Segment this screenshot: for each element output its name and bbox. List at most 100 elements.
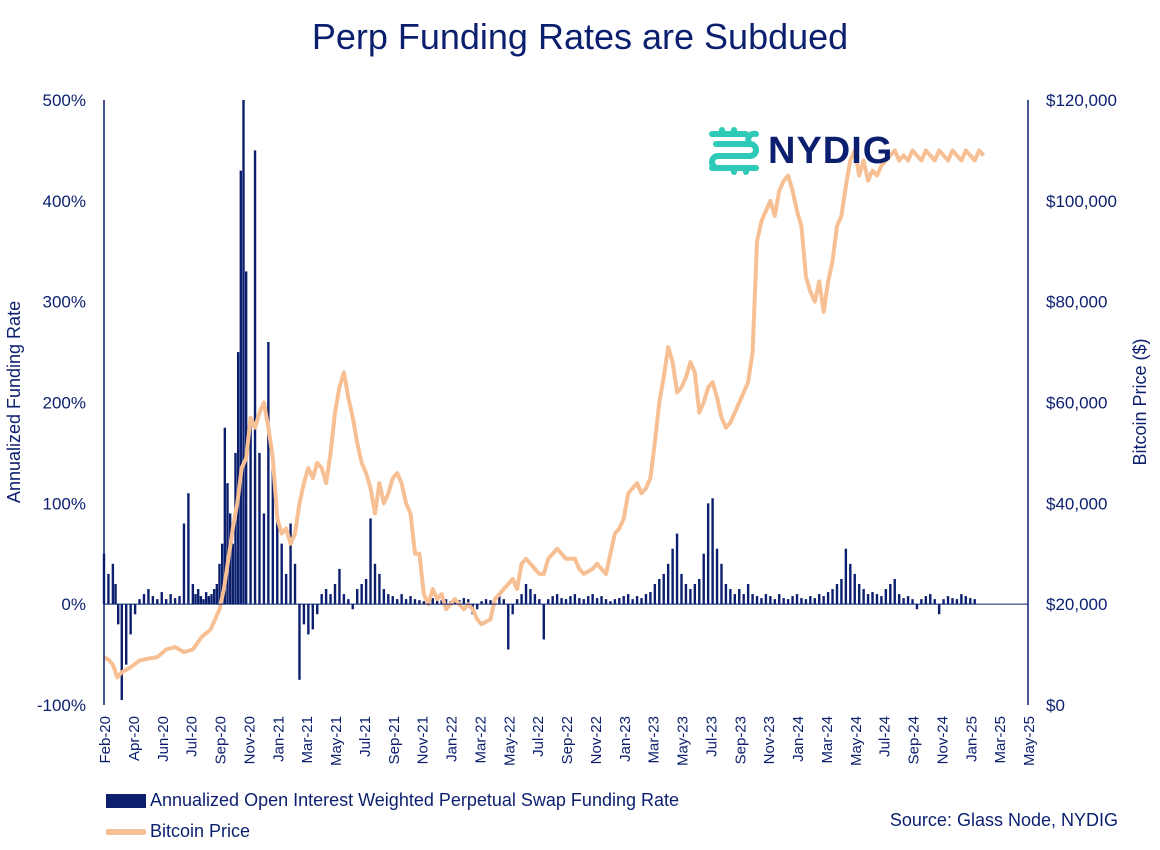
funding-rate-bar	[207, 596, 211, 605]
funding-rate-bar	[138, 599, 141, 605]
funding-rate-bar	[236, 352, 240, 605]
funding-rate-bar	[223, 427, 227, 605]
x-tick-label: Nov-20	[241, 716, 258, 764]
funding-rate-bar	[147, 589, 150, 605]
funding-rate-bar	[404, 599, 408, 605]
funding-rate-bar	[800, 598, 803, 605]
funding-rate-bar	[262, 513, 266, 605]
x-tick-label: Jul-22	[530, 716, 547, 757]
funding-rate-bar	[511, 604, 514, 615]
x-tick-label: Jan-22	[444, 716, 461, 762]
y-right-tick-label: $0	[1046, 696, 1065, 715]
funding-rate-bar	[239, 170, 243, 605]
funding-rate-bar	[210, 594, 213, 605]
funding-rate-bar	[804, 599, 808, 605]
funding-rate-bar	[964, 596, 968, 605]
chart-axes	[103, 100, 1029, 705]
funding-rate-bar	[671, 548, 674, 605]
source-note: Source: Glass Node, NYDIG	[889, 810, 1118, 830]
funding-rate-bar	[196, 589, 200, 605]
funding-rate-bar	[626, 594, 630, 605]
funding-rate-bar	[316, 604, 319, 615]
funding-rate-bar	[378, 573, 381, 605]
funding-rate-bar	[244, 271, 248, 605]
logo-text: NYDIG	[768, 129, 894, 172]
x-tick-label: Mar-24	[819, 716, 836, 764]
funding-rate-bar	[538, 599, 541, 605]
funding-rate-bar	[338, 568, 341, 605]
funding-rate-bar	[822, 596, 825, 605]
funding-rate-bar	[202, 599, 205, 605]
legend-item-funding-rate: Annualized Open Interest Weighted Perpet…	[106, 790, 679, 811]
x-tick-label: Sep-21	[386, 716, 403, 764]
funding-rate-bar	[347, 599, 350, 605]
y-left-tick-label: 0%	[61, 595, 86, 614]
funding-rate-bar	[289, 523, 292, 605]
funding-rate-bar	[133, 604, 137, 615]
funding-rate-bar	[724, 584, 728, 605]
funding-rate-bar	[178, 596, 181, 605]
funding-rate-bar	[267, 342, 270, 605]
funding-rate-bar	[840, 578, 843, 605]
legend-item-bitcoin-price: Bitcoin Price	[106, 821, 250, 842]
funding-rate-bar	[618, 598, 621, 605]
funding-rate-bar	[191, 584, 195, 605]
legend-label-funding-rate: Annualized Open Interest Weighted Perpet…	[150, 790, 680, 810]
funding-rate-bar	[333, 584, 337, 605]
funding-rate-bar	[675, 533, 679, 605]
bitcoin-price-line	[103, 148, 986, 680]
funding-rate-bar	[151, 596, 155, 605]
funding-rate-bar	[164, 599, 168, 605]
x-tick-label: Jan-25	[963, 716, 980, 762]
funding-rate-bar	[391, 596, 394, 605]
nydig-logo-mark-icon	[709, 127, 759, 175]
funding-rate-bar	[114, 584, 117, 605]
funding-rate-bar	[302, 604, 306, 625]
funding-rate-bar	[547, 599, 550, 605]
funding-rate-bar	[220, 543, 224, 605]
funding-rate-bar	[760, 598, 763, 605]
x-tick-label: Sep-24	[906, 716, 923, 764]
funding-rate-bar	[711, 498, 714, 605]
funding-rate-bar	[915, 604, 919, 610]
y-right-tick-label: $40,000	[1046, 494, 1107, 513]
funding-rate-bar	[249, 422, 252, 605]
funding-rate-bar	[764, 594, 768, 605]
funding-rate-bar	[769, 596, 772, 605]
funding-rate-bar	[960, 594, 963, 605]
funding-rate-bar	[937, 604, 941, 615]
legend-swatch-bar	[106, 793, 146, 808]
x-tick-label: Sep-23	[732, 716, 749, 764]
funding-rate-bar	[551, 596, 554, 605]
funding-rate-bar	[933, 599, 936, 605]
funding-rate-bar	[351, 604, 354, 610]
funding-rate-bar	[373, 563, 377, 605]
funding-rate-bar	[276, 513, 279, 605]
funding-rate-bar	[498, 596, 501, 605]
funding-rate-bar	[542, 604, 545, 640]
legend-label-bitcoin-price: Bitcoin Price	[150, 821, 251, 841]
funding-rate-bar	[973, 599, 976, 605]
funding-rate-bar	[409, 596, 412, 605]
funding-rate-bar	[818, 594, 821, 605]
funding-rate-bar	[204, 592, 208, 605]
x-tick-label: Jan-23	[617, 716, 634, 762]
funding-rate-bar	[142, 594, 146, 605]
y-right-tick-label: $120,000	[1046, 91, 1117, 110]
funding-rate-bar	[844, 548, 848, 605]
x-tick-label: Sep-20	[213, 716, 230, 764]
funding-rate-bar	[435, 599, 439, 605]
funding-rate-bar	[475, 604, 479, 610]
funding-rate-bar	[253, 150, 257, 605]
y-right-tick-label: $100,000	[1046, 192, 1117, 211]
y-left-tick-label: 200%	[43, 394, 86, 413]
chart-title: Perp Funding Rates are Subdued	[311, 16, 849, 57]
funding-rate-bar	[911, 599, 914, 605]
funding-rate-bar	[889, 584, 892, 605]
funding-rate-bar	[866, 594, 870, 605]
funding-rate-bar	[693, 584, 697, 605]
funding-rate-bar	[462, 598, 466, 605]
funding-rate-bar	[484, 599, 488, 605]
funding-rate-bar	[117, 604, 120, 625]
funding-rate-bar	[324, 589, 328, 605]
